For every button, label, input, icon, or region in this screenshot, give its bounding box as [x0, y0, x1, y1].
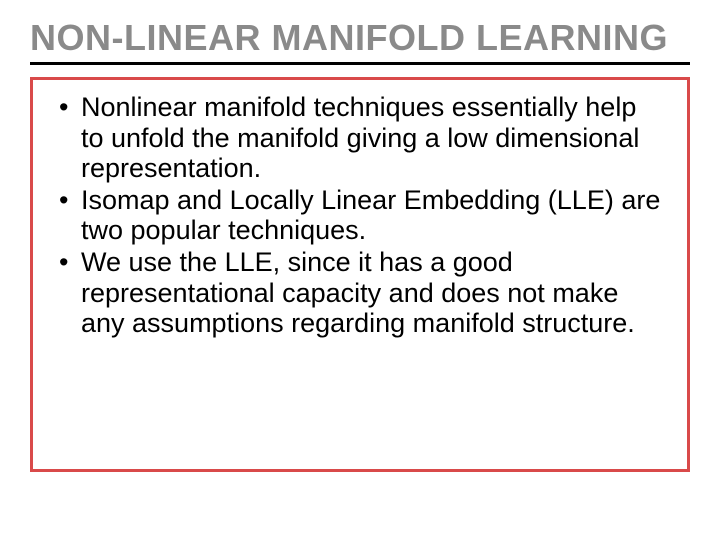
slide: NON-LINEAR MANIFOLD LEARNING Nonlinear m…	[0, 0, 720, 540]
slide-title: NON-LINEAR MANIFOLD LEARNING	[30, 18, 690, 65]
bullet-list: Nonlinear manifold techniques essentiall…	[55, 92, 665, 338]
content-box: Nonlinear manifold techniques essentiall…	[30, 77, 690, 472]
bullet-item: Isomap and Locally Linear Embedding (LLE…	[55, 185, 665, 245]
bullet-item: We use the LLE, since it has a good repr…	[55, 247, 665, 338]
bullet-item: Nonlinear manifold techniques essentiall…	[55, 92, 665, 183]
